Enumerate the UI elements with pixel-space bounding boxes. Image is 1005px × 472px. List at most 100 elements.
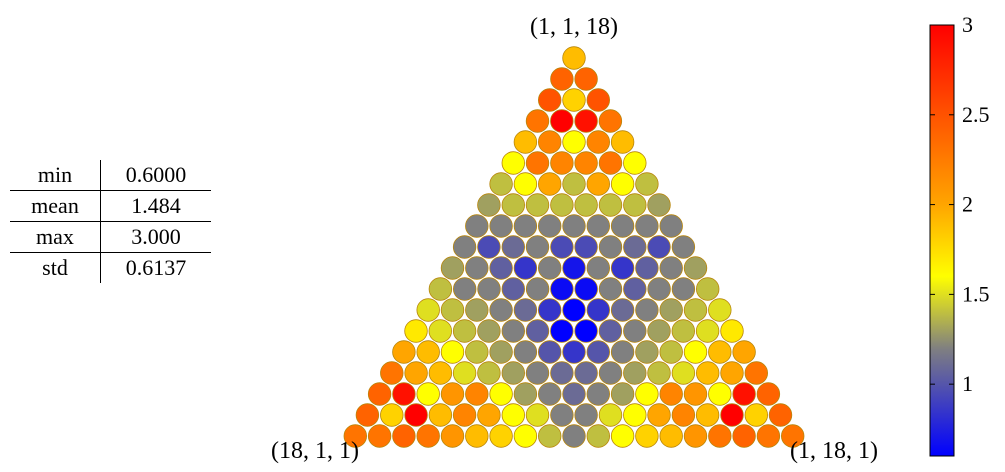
heatmap-cell bbox=[501, 235, 526, 259]
heatmap-cell bbox=[586, 382, 611, 406]
heatmap-cell bbox=[610, 256, 635, 280]
heatmap-cell bbox=[610, 382, 635, 406]
heatmap-cell bbox=[647, 235, 671, 259]
heatmap-cell bbox=[489, 424, 513, 448]
colorbar: 1 1.5 2 2.5 3 bbox=[929, 12, 990, 457]
heatmap-cell bbox=[574, 319, 598, 343]
heatmap-cell bbox=[550, 109, 574, 133]
heatmap-cell bbox=[598, 277, 623, 301]
heatmap-cell bbox=[440, 382, 465, 406]
heatmap-cell bbox=[683, 340, 708, 364]
heatmap-cell bbox=[525, 109, 550, 133]
heatmap-cell bbox=[598, 403, 623, 427]
heatmap-cell bbox=[525, 403, 550, 427]
heatmap-cell bbox=[659, 256, 683, 280]
heatmap-cell bbox=[562, 172, 586, 196]
heatmap-cell bbox=[781, 424, 805, 448]
heatmap-cell bbox=[696, 361, 720, 385]
heatmap-cell bbox=[671, 319, 696, 343]
heatmap-cell bbox=[586, 88, 611, 112]
heatmap-cell bbox=[513, 214, 538, 238]
heatmap-cell bbox=[380, 361, 404, 385]
heatmap-cell bbox=[513, 340, 538, 364]
heatmap-cell bbox=[550, 277, 574, 301]
heatmap-cell bbox=[647, 361, 671, 385]
heatmap-cell bbox=[416, 298, 440, 322]
heatmap-cell bbox=[428, 277, 453, 301]
heatmap-cell bbox=[598, 109, 623, 133]
heatmap-cell bbox=[538, 88, 562, 112]
heatmap-cell bbox=[550, 193, 574, 217]
heatmap-cell bbox=[550, 319, 574, 343]
heatmap-cell bbox=[574, 151, 598, 175]
heatmap-cell bbox=[416, 340, 440, 364]
heatmap-cell bbox=[465, 298, 489, 322]
heatmap-cell bbox=[695, 403, 720, 427]
heatmap-cell bbox=[768, 403, 793, 427]
vertex-label-bottom-right: (1, 18, 1) bbox=[790, 438, 878, 464]
heatmap-cell bbox=[538, 130, 562, 154]
heatmap-cell bbox=[623, 319, 647, 343]
heatmap-cell bbox=[732, 340, 756, 364]
heatmap-cell bbox=[452, 361, 477, 385]
heatmap-cell bbox=[708, 340, 732, 364]
heatmap-cell bbox=[623, 277, 647, 301]
heatmap-cell bbox=[756, 424, 781, 448]
heatmap-cell bbox=[367, 424, 392, 448]
heatmap-cell bbox=[501, 403, 526, 427]
heatmap-cell bbox=[489, 382, 513, 406]
heatmap-cell bbox=[501, 361, 526, 385]
heatmap-cell bbox=[367, 382, 392, 406]
heatmap-cell bbox=[683, 298, 708, 322]
heatmap-cell bbox=[586, 424, 611, 448]
heatmap-cell bbox=[610, 172, 635, 196]
heatmap-cell bbox=[538, 298, 562, 322]
heatmap-cell bbox=[465, 214, 489, 238]
heatmap-cell bbox=[635, 382, 659, 406]
heatmap-cell bbox=[538, 424, 562, 448]
heatmap-cell bbox=[428, 361, 453, 385]
heatmap-cell bbox=[513, 424, 538, 448]
heatmap-cell bbox=[392, 424, 416, 448]
heatmap-cell bbox=[538, 256, 562, 280]
heatmap-cell bbox=[574, 235, 598, 259]
heatmap-cell bbox=[550, 235, 574, 259]
heatmap-cell bbox=[635, 340, 659, 364]
heatmap-cell bbox=[623, 193, 647, 217]
heatmap-cell bbox=[756, 382, 781, 406]
heatmap-cell bbox=[720, 361, 744, 385]
heatmap-cell bbox=[683, 382, 708, 406]
heatmap-cell bbox=[489, 298, 513, 322]
heatmap-cell bbox=[659, 298, 683, 322]
heatmap-cell bbox=[623, 151, 647, 175]
heatmap-cell bbox=[465, 256, 489, 280]
heatmap-cell bbox=[708, 424, 732, 448]
heatmap-cell bbox=[404, 403, 428, 427]
heatmap-cell bbox=[586, 130, 611, 154]
heatmap-cell bbox=[647, 403, 671, 427]
heatmap-cell bbox=[610, 214, 635, 238]
heatmap-cell bbox=[586, 298, 611, 322]
heatmap-cell bbox=[659, 382, 683, 406]
heatmap-cell bbox=[440, 424, 465, 448]
colorbar-ticks: 1 1.5 2 2.5 3 bbox=[930, 12, 990, 396]
heatmap-cell bbox=[550, 403, 574, 427]
heatmap-cell bbox=[708, 298, 732, 322]
colorbar-tick-label: 1 bbox=[962, 371, 973, 396]
colorbar-tick-label: 1.5 bbox=[962, 281, 990, 306]
heatmap-cell bbox=[404, 361, 428, 385]
heatmap-cell bbox=[562, 424, 586, 448]
heatmap-cell bbox=[562, 340, 586, 364]
heatmap-cells bbox=[343, 46, 805, 448]
heatmap-cell bbox=[428, 403, 453, 427]
stats-value: 3.000 bbox=[100, 221, 211, 253]
heatmap-cell bbox=[635, 172, 659, 196]
stats-row: std 0.6137 bbox=[10, 252, 211, 283]
heatmap-cell bbox=[562, 214, 586, 238]
heatmap-cell bbox=[538, 172, 562, 196]
heatmap-cell bbox=[696, 277, 720, 301]
heatmap-cell bbox=[732, 424, 756, 448]
heatmap-cell bbox=[683, 256, 708, 280]
stats-table: min 0.6000 mean 1.484 max 3.000 std 0.61… bbox=[10, 160, 211, 283]
